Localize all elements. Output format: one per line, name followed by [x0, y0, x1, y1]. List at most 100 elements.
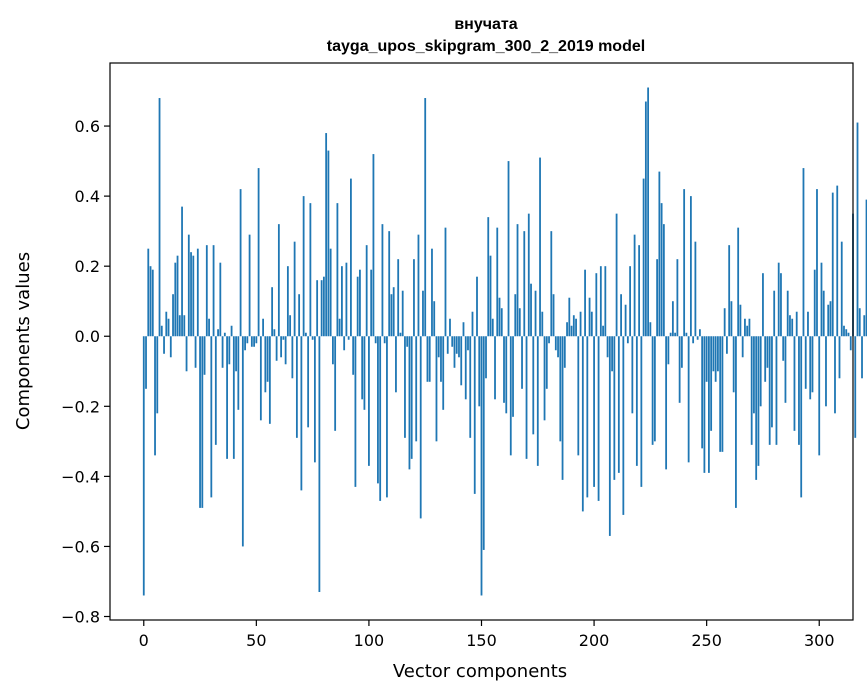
bar-298 [813, 269, 816, 337]
bar-266 [741, 336, 744, 358]
bar-2 [147, 248, 150, 337]
bar-98 [363, 336, 366, 410]
bar-254 [714, 336, 717, 382]
y-tick-label-3: −0.2 [61, 397, 100, 416]
bar-290 [795, 311, 798, 337]
bar-184 [557, 336, 559, 358]
bar-83 [329, 248, 332, 337]
bar-222 [642, 178, 645, 337]
bar-231 [662, 224, 665, 337]
bar-58 [273, 329, 276, 337]
bar-22 [192, 255, 195, 337]
bar-93 [352, 336, 355, 375]
x-axis-label: Vector components [393, 661, 567, 682]
bar-116 [404, 336, 406, 438]
bar-221 [640, 336, 643, 487]
bar-100 [368, 336, 370, 466]
bar-272 [755, 336, 758, 480]
bar-150 [480, 336, 483, 596]
bar-30 [210, 336, 213, 498]
bar-169 [523, 231, 526, 337]
bar-128 [431, 248, 433, 337]
bar-40 [232, 336, 235, 459]
bar-56 [268, 336, 271, 424]
bar-310 [840, 241, 843, 337]
bar-316 [854, 336, 857, 438]
bar-250 [705, 336, 708, 382]
bar-166 [516, 224, 519, 337]
bar-189 [568, 297, 571, 337]
bar-51 [257, 168, 260, 337]
chart-subtitle: tayga_upos_skipgram_300_2_2019 model [327, 38, 645, 55]
bar-190 [570, 325, 573, 337]
y-axis-ticks: −0.8 −0.6 −0.4 −0.2 0.0 0.2 0.4 0.6 [61, 117, 110, 626]
bar-143 [464, 336, 467, 400]
bar-111 [392, 287, 395, 337]
bar-141 [460, 336, 463, 386]
bar-265 [739, 304, 742, 337]
bar-103 [374, 336, 377, 344]
bar-165 [514, 294, 517, 337]
bar-286 [786, 290, 789, 337]
bar-284 [782, 336, 785, 361]
bar-214 [624, 304, 627, 337]
bar-14 [174, 262, 177, 337]
bar-319 [861, 336, 863, 379]
bar-163 [509, 336, 512, 456]
bar-197 [586, 336, 589, 498]
bar-271 [753, 336, 755, 414]
bar-144 [467, 336, 469, 351]
bar-99 [365, 245, 368, 337]
bar-179 [545, 336, 548, 389]
bar-70 [300, 336, 303, 491]
bar-174 [534, 290, 537, 337]
bar-76 [313, 336, 316, 463]
bar-311 [843, 325, 845, 337]
bar-139 [455, 336, 458, 354]
bar-268 [746, 325, 749, 337]
bar-246 [696, 336, 699, 340]
bar-307 [834, 336, 836, 414]
bar-102 [372, 154, 375, 337]
bar-186 [561, 336, 564, 480]
bar-28 [205, 245, 208, 337]
bar-127 [428, 336, 431, 382]
bar-1 [145, 336, 147, 389]
bar-305 [829, 301, 832, 337]
bar-256 [719, 336, 722, 452]
bar-228 [656, 259, 659, 337]
bar-94 [354, 336, 357, 487]
bar-175 [536, 336, 539, 466]
bar-18 [183, 315, 186, 337]
bar-107 [383, 336, 386, 344]
bar-192 [575, 318, 577, 337]
bar-3 [149, 266, 152, 337]
bar-288 [791, 318, 794, 337]
bar-80 [322, 276, 325, 337]
bar-209 [613, 336, 616, 480]
bar-0 [142, 336, 145, 596]
bar-244 [692, 336, 695, 344]
y-tick-label-4: 0.0 [75, 327, 100, 346]
bar-120 [413, 259, 415, 337]
bar-63 [284, 336, 287, 365]
y-tick-label-0: −0.8 [61, 607, 100, 626]
bar-7 [158, 98, 161, 337]
bar-205 [604, 266, 607, 337]
bar-37 [226, 336, 228, 459]
bar-217 [631, 336, 634, 414]
bar-213 [622, 336, 625, 515]
bar-278 [768, 336, 771, 445]
bar-85 [334, 336, 337, 431]
bar-96 [359, 269, 361, 337]
bar-302 [822, 290, 825, 337]
bar-262 [732, 336, 735, 393]
bar-223 [644, 101, 647, 337]
bar-129 [433, 301, 436, 337]
bar-320 [863, 315, 866, 337]
bar-274 [759, 336, 762, 407]
bar-193 [577, 336, 580, 456]
bar-108 [386, 336, 388, 498]
bar-89 [343, 336, 346, 351]
bar-297 [811, 336, 814, 393]
